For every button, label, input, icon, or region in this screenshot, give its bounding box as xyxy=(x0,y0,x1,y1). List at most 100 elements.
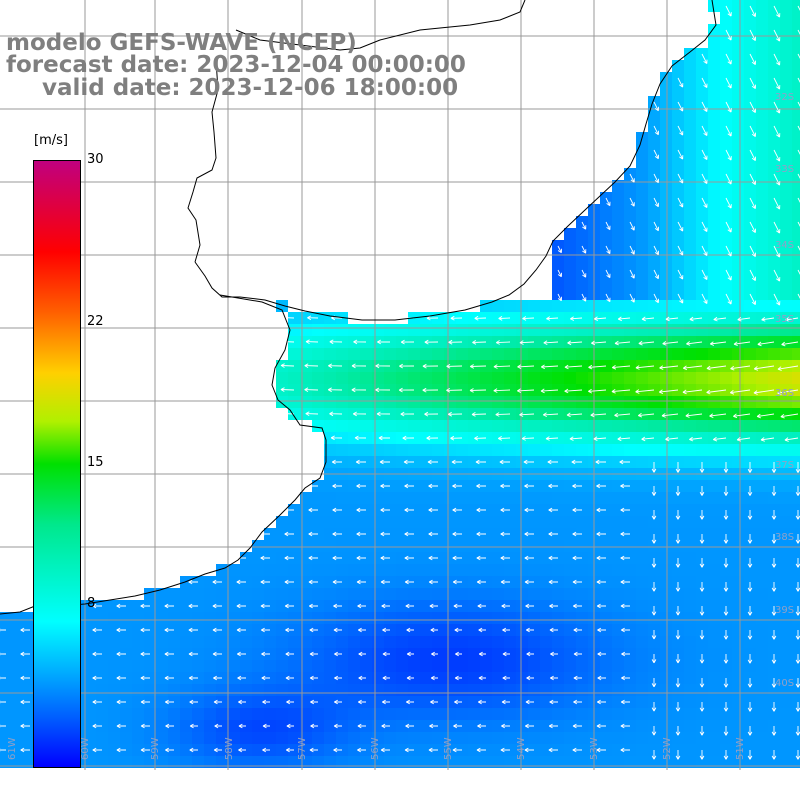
wind-cell xyxy=(264,588,276,600)
wind-arrow xyxy=(378,435,390,441)
wind-arrow xyxy=(596,699,606,705)
wind-cell xyxy=(564,732,576,744)
wind-arrow xyxy=(723,630,729,640)
wind-arrow xyxy=(573,675,582,681)
wind-cell xyxy=(708,684,720,696)
wind-cell xyxy=(300,504,312,516)
wind-cell xyxy=(420,648,432,660)
wind-cell xyxy=(732,36,744,48)
wind-arrow xyxy=(524,747,534,753)
wind-cell xyxy=(756,348,768,360)
wind-arrow xyxy=(620,507,630,513)
wind-arrow xyxy=(760,437,775,442)
wind-cell xyxy=(228,636,240,648)
wind-cell xyxy=(108,624,120,636)
wind-arrow xyxy=(665,316,679,322)
wind-cell xyxy=(780,528,792,540)
wind-arrow xyxy=(352,411,367,417)
wind-cell xyxy=(480,588,492,600)
wind-arrow xyxy=(523,459,534,465)
wind-cell xyxy=(648,564,660,576)
wind-cell xyxy=(600,684,612,696)
wind-arrow xyxy=(502,675,510,681)
wind-arrow xyxy=(771,534,777,544)
wind-cell xyxy=(768,324,780,336)
wind-arrow xyxy=(629,269,635,279)
wind-cell xyxy=(732,12,744,24)
wind-cell xyxy=(444,420,456,432)
wind-arrow xyxy=(777,389,799,396)
wind-cell xyxy=(708,156,720,168)
wind-cell xyxy=(372,420,384,432)
wind-cell xyxy=(684,132,696,144)
wind-cell xyxy=(276,564,288,576)
wind-arrow xyxy=(771,486,777,496)
wind-arrow xyxy=(725,149,732,161)
wind-arrow xyxy=(377,339,390,345)
wind-cell xyxy=(708,252,720,264)
wind-arrow xyxy=(406,651,414,657)
wind-cell xyxy=(288,348,300,360)
wind-arrow xyxy=(773,149,781,162)
wind-cell xyxy=(408,636,420,648)
wind-cell xyxy=(372,444,384,456)
wind-cell xyxy=(576,660,588,672)
wind-cell xyxy=(768,516,780,528)
wind-arrow xyxy=(677,221,684,232)
wind-cell xyxy=(204,600,216,612)
wind-cell xyxy=(516,708,528,720)
wind-cell xyxy=(564,300,576,312)
wind-cell xyxy=(84,672,96,684)
wind-cell xyxy=(600,660,612,672)
wind-arrow xyxy=(677,125,684,136)
wind-arrow xyxy=(310,723,318,729)
wind-arrow xyxy=(493,364,511,369)
wind-cell xyxy=(540,576,552,588)
latitude-label: 40S xyxy=(775,678,794,689)
wind-arrow xyxy=(641,316,655,322)
wind-cell xyxy=(420,636,432,648)
wind-cell xyxy=(348,480,360,492)
wind-cell xyxy=(780,96,792,108)
wind-cell xyxy=(120,732,132,744)
wind-arrow xyxy=(797,269,800,275)
wind-cell xyxy=(756,732,768,744)
wind-cell xyxy=(792,252,800,264)
wind-cell xyxy=(252,624,264,636)
wind-cell xyxy=(732,480,744,492)
wind-arrow xyxy=(0,651,6,657)
wind-cell xyxy=(732,576,744,588)
wind-arrow xyxy=(564,388,583,394)
wind-arrow xyxy=(213,747,222,753)
wind-cell xyxy=(360,684,372,696)
wind-cell xyxy=(420,552,432,564)
wind-cell xyxy=(564,600,576,612)
wind-arrow xyxy=(427,459,438,465)
wind-cell xyxy=(576,348,588,360)
wind-cell xyxy=(768,660,780,672)
wind-arrow xyxy=(493,388,511,393)
colorbar-tick-label: 30 xyxy=(87,152,104,167)
wind-cell xyxy=(324,480,336,492)
wind-cell xyxy=(684,444,696,456)
wind-cell xyxy=(108,612,120,624)
wind-cell xyxy=(792,696,800,708)
wind-cell xyxy=(600,588,612,600)
wind-arrow xyxy=(653,245,659,256)
wind-cell xyxy=(144,684,156,696)
wind-arrow xyxy=(797,245,800,251)
wind-cell xyxy=(648,756,660,768)
wind-cell xyxy=(468,660,480,672)
wind-cell xyxy=(432,396,444,408)
wind-arrow xyxy=(398,387,415,393)
wind-cell xyxy=(312,516,324,528)
wind-arrow xyxy=(797,293,800,299)
wind-cell xyxy=(516,684,528,696)
wind-cell xyxy=(660,732,672,744)
wind-cell xyxy=(276,540,288,552)
wind-cell xyxy=(780,480,792,492)
wind-cell xyxy=(732,276,744,288)
wind-cell xyxy=(12,732,24,744)
wind-arrow xyxy=(557,269,562,278)
wind-cell xyxy=(780,228,792,240)
